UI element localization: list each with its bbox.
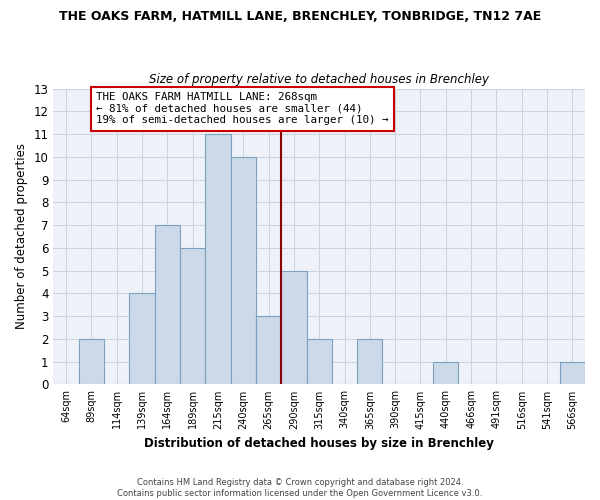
Bar: [560, 362, 585, 384]
X-axis label: Distribution of detached houses by size in Brenchley: Distribution of detached houses by size …: [144, 437, 494, 450]
Bar: [256, 316, 281, 384]
Bar: [180, 248, 205, 384]
Bar: [307, 339, 332, 384]
Bar: [205, 134, 230, 384]
Bar: [357, 339, 382, 384]
Y-axis label: Number of detached properties: Number of detached properties: [15, 144, 28, 330]
Bar: [433, 362, 458, 384]
Text: Contains HM Land Registry data © Crown copyright and database right 2024.
Contai: Contains HM Land Registry data © Crown c…: [118, 478, 482, 498]
Text: THE OAKS FARM, HATMILL LANE, BRENCHLEY, TONBRIDGE, TN12 7AE: THE OAKS FARM, HATMILL LANE, BRENCHLEY, …: [59, 10, 541, 23]
Bar: [130, 294, 155, 384]
Title: Size of property relative to detached houses in Brenchley: Size of property relative to detached ho…: [149, 73, 489, 86]
Bar: [79, 339, 104, 384]
Bar: [230, 157, 256, 384]
Bar: [281, 270, 307, 384]
Bar: [155, 225, 180, 384]
Text: THE OAKS FARM HATMILL LANE: 268sqm
← 81% of detached houses are smaller (44)
19%: THE OAKS FARM HATMILL LANE: 268sqm ← 81%…: [97, 92, 389, 125]
